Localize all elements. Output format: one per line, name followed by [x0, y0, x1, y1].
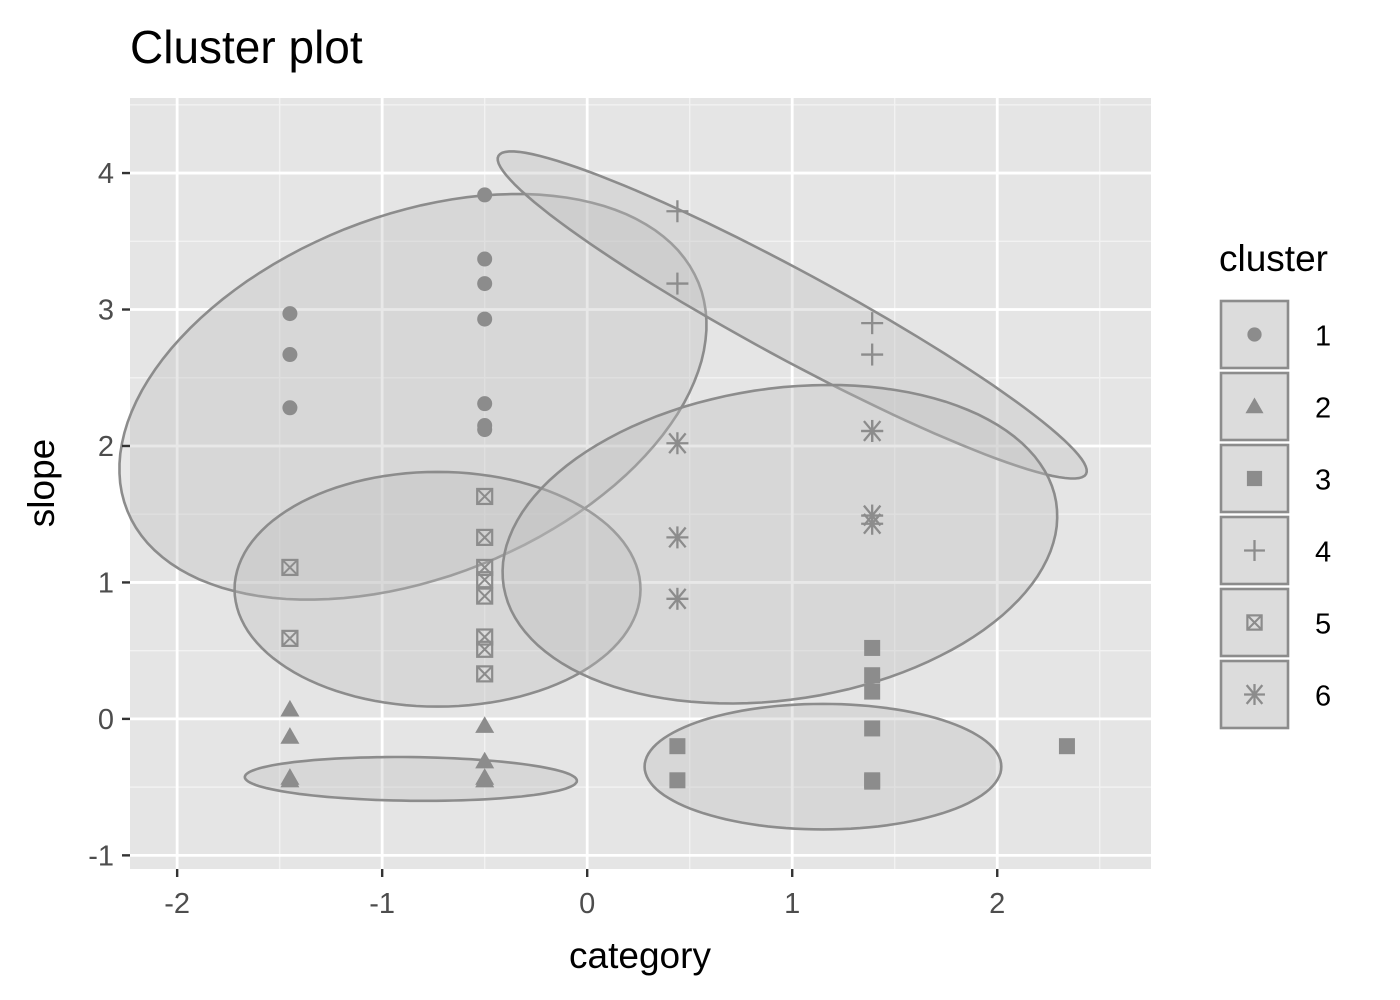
point-asterisk [861, 419, 884, 442]
point-triangle [1245, 397, 1264, 414]
point-plus [666, 272, 689, 295]
legend-label: 1 [1315, 321, 1331, 353]
point-square [864, 683, 881, 700]
point-plus [666, 200, 689, 223]
legend-label: 4 [1315, 537, 1331, 569]
x-axis-title: category [569, 935, 711, 976]
legend-item-4: 4 [1219, 515, 1331, 586]
legend-label: 5 [1315, 609, 1331, 641]
point-asterisk [666, 432, 689, 455]
y-tick-label: -1 [88, 840, 114, 872]
cluster-ellipses [118, 150, 1089, 831]
x-tick-label: 2 [989, 888, 1005, 920]
point-square [669, 738, 686, 755]
legend-item-2: 2 [1219, 371, 1331, 442]
data-points [280, 187, 1075, 790]
cluster-ellipse-3 [643, 702, 1003, 831]
point-square-cross [476, 528, 494, 547]
y-axis-title: slope [21, 439, 62, 527]
point-circle [282, 400, 298, 416]
legend-label: 6 [1315, 681, 1331, 713]
x-tick-label: 0 [579, 888, 595, 920]
cluster-ellipse-4 [496, 150, 1089, 480]
legend-title: cluster [1219, 238, 1328, 279]
point-asterisk [861, 512, 884, 535]
x-axis: -2 -1 0 1 2 [164, 869, 1005, 920]
point-asterisk [1244, 684, 1265, 705]
legend: cluster 1 2 3 4 5 6 [1219, 238, 1331, 730]
point-square-cross [476, 587, 494, 605]
point-square-cross [476, 665, 494, 683]
legend-label: 3 [1315, 465, 1331, 497]
plot-panel [130, 98, 1151, 869]
point-square [669, 772, 686, 789]
point-square-cross [281, 629, 299, 647]
legend-item-3: 3 [1219, 443, 1331, 514]
point-triangle [280, 727, 300, 744]
point-plus [1244, 540, 1265, 561]
point-square [1058, 738, 1075, 755]
point-plus [861, 312, 884, 335]
legend-item-6: 6 [1219, 659, 1331, 730]
point-circle [477, 422, 493, 438]
point-square [1246, 470, 1263, 487]
cluster-ellipse-1 [118, 192, 708, 601]
point-circle [477, 187, 493, 203]
point-square-cross [281, 558, 299, 577]
point-triangle [280, 699, 300, 717]
point-circle [1247, 327, 1262, 342]
point-square-cross [476, 487, 494, 506]
chart-title: Cluster plot [130, 21, 363, 73]
point-asterisk [666, 526, 689, 549]
point-triangle [475, 770, 495, 788]
point-circle [477, 311, 493, 327]
point-asterisk [666, 587, 689, 610]
point-triangle [475, 751, 495, 769]
cluster-ellipse-6 [501, 383, 1059, 705]
y-tick-label: 3 [98, 295, 114, 327]
point-circle [477, 396, 493, 412]
grid-minor [130, 98, 1151, 869]
x-tick-label: -2 [164, 888, 190, 920]
x-tick-label: -1 [369, 888, 395, 920]
y-tick-label: 0 [98, 704, 114, 736]
y-tick-label: 2 [98, 431, 114, 463]
point-square-cross [476, 640, 494, 658]
point-triangle [475, 716, 495, 733]
y-tick-label: 1 [98, 567, 114, 599]
point-circle [282, 347, 298, 363]
x-tick-label: 1 [784, 888, 800, 920]
point-square-cross [476, 571, 494, 589]
point-square [864, 720, 881, 737]
point-triangle [280, 770, 300, 788]
point-circle [477, 251, 493, 267]
point-square [864, 667, 881, 684]
legend-item-1: 1 [1219, 299, 1331, 370]
point-square [864, 773, 881, 790]
point-square [864, 639, 881, 656]
legend-item-5: 5 [1219, 587, 1331, 658]
y-tick-label: 4 [98, 158, 114, 190]
point-circle [282, 306, 298, 322]
legend-label: 2 [1315, 393, 1331, 425]
y-axis: -1 0 1 2 3 4 [88, 158, 130, 872]
point-square-cross [1246, 614, 1263, 631]
point-circle [477, 276, 493, 292]
point-plus [861, 343, 884, 366]
